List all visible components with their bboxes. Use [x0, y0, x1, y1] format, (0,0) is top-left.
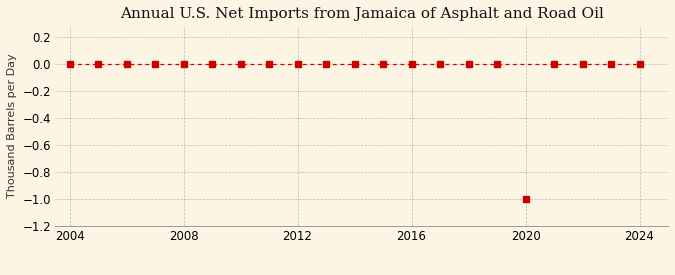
Y-axis label: Thousand Barrels per Day: Thousand Barrels per Day [7, 54, 17, 198]
Title: Annual U.S. Net Imports from Jamaica of Asphalt and Road Oil: Annual U.S. Net Imports from Jamaica of … [119, 7, 603, 21]
